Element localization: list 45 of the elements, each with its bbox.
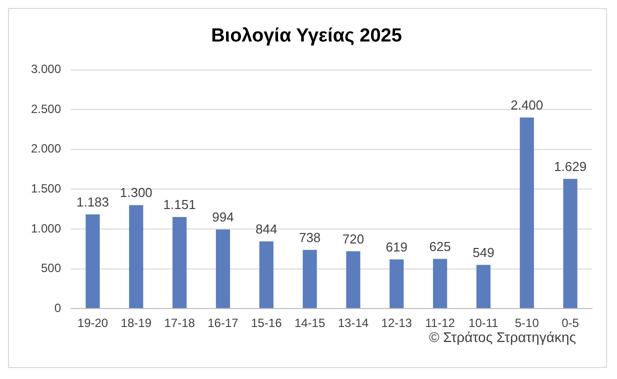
x-tick-label: 13-14 <box>338 316 369 330</box>
data-label: 625 <box>429 238 451 254</box>
y-tick-label: 500 <box>41 261 62 276</box>
x-tick-label: 17-18 <box>164 316 196 330</box>
data-label: 720 <box>342 231 364 246</box>
x-tick-label: 11-12 <box>425 316 456 330</box>
bar <box>432 258 448 308</box>
data-label: 549 <box>472 244 494 260</box>
data-label: 738 <box>298 230 321 245</box>
x-tick-label: 16-17 <box>208 316 239 330</box>
bar <box>216 229 230 308</box>
bar <box>302 250 317 308</box>
text: © Στράτος Στρατηγάκης <box>428 329 576 345</box>
bar <box>520 118 534 308</box>
data-label: 1.183 <box>76 194 110 210</box>
y-tick-label: 2.000 <box>31 142 62 156</box>
data-label: 1.151 <box>163 197 196 212</box>
x-tick-label: 5-10 <box>514 316 540 330</box>
x-tick-label: 18-19 <box>120 316 152 330</box>
x-tick-label: 0-5 <box>562 316 580 330</box>
bar <box>346 251 360 308</box>
y-tick-label: 0 <box>54 300 62 315</box>
x-tick-label: 12-13 <box>381 316 412 330</box>
bar <box>129 205 144 308</box>
data-label: 2.400 <box>510 98 544 113</box>
x-tick-label: 15-16 <box>251 316 282 330</box>
y-tick-label: 1.500 <box>31 182 62 196</box>
y-tick-label: 3.000 <box>31 62 62 76</box>
bar <box>172 216 187 308</box>
data-label: 1.300 <box>120 185 152 200</box>
data-label: 1.629 <box>554 159 587 174</box>
bar <box>476 264 491 308</box>
data-label: 844 <box>256 221 278 236</box>
x-tick-label: 14-15 <box>294 316 326 330</box>
data-label: 994 <box>212 210 234 225</box>
bar <box>390 259 404 308</box>
x-tick-label: 10-11 <box>468 316 499 330</box>
y-tick-label: 2.500 <box>31 102 62 116</box>
y-tick-label: 1.000 <box>31 221 62 236</box>
bar <box>259 241 274 308</box>
chart-title: Βιολογία Υγείας 2025 <box>211 26 402 47</box>
bar <box>86 214 100 308</box>
bar <box>563 178 578 308</box>
x-tick-label: 19-20 <box>77 316 108 330</box>
data-label: 619 <box>386 239 408 254</box>
